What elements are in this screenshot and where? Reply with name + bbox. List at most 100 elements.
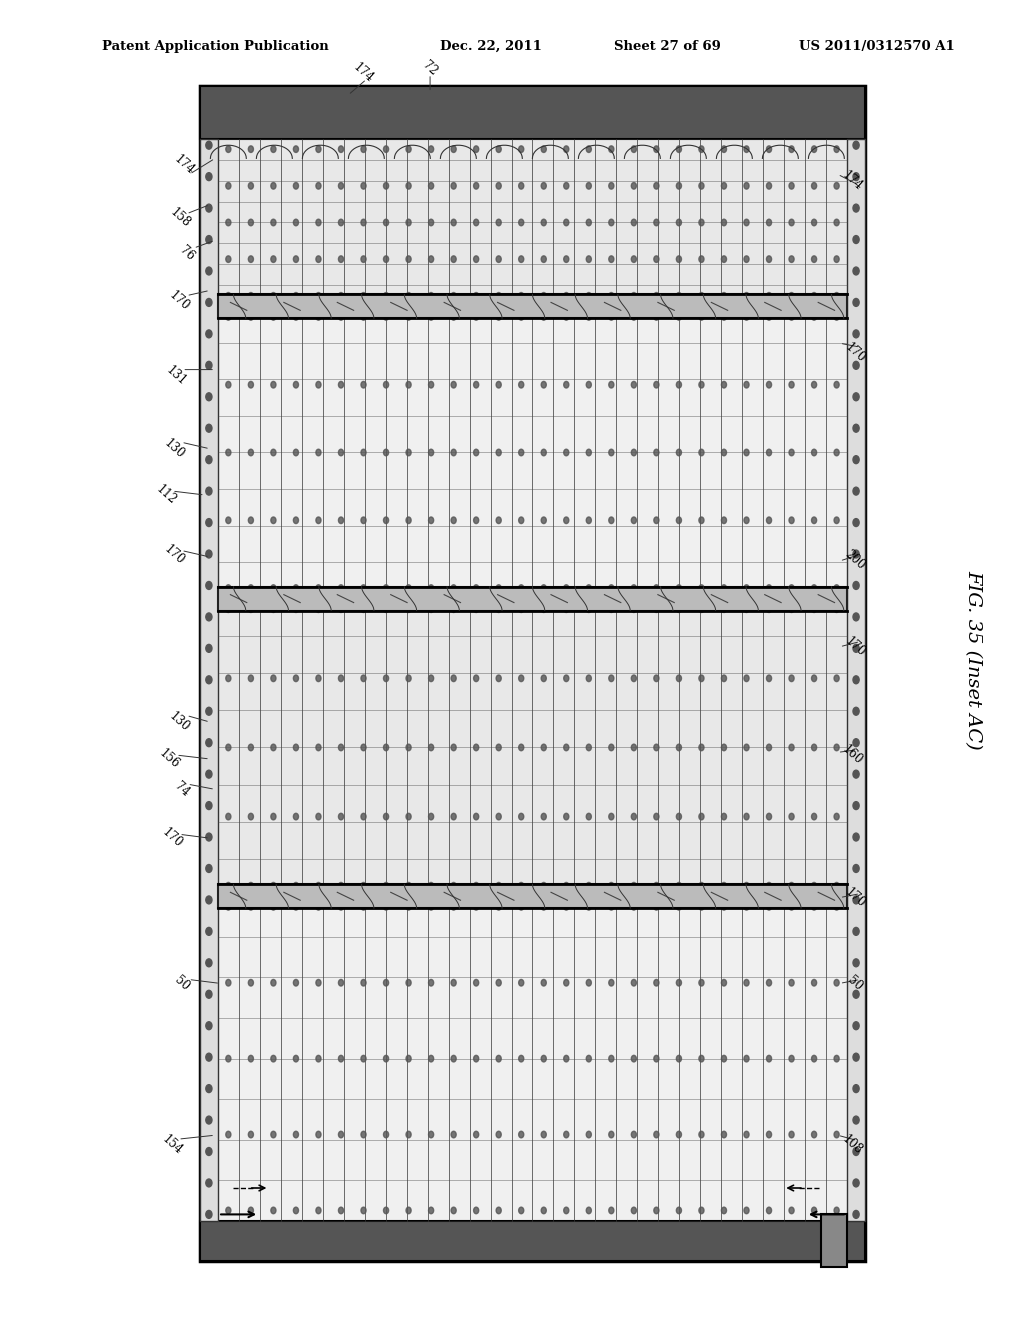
Text: 170: 170 <box>167 289 191 313</box>
Circle shape <box>338 219 343 226</box>
Circle shape <box>473 1206 479 1214</box>
Circle shape <box>788 675 795 681</box>
Circle shape <box>248 147 254 153</box>
Text: 170: 170 <box>843 886 867 909</box>
Circle shape <box>853 1117 859 1125</box>
Circle shape <box>788 1131 795 1138</box>
Circle shape <box>315 979 322 986</box>
Circle shape <box>383 147 389 153</box>
Circle shape <box>315 449 322 455</box>
Circle shape <box>270 182 276 189</box>
Circle shape <box>853 1179 859 1187</box>
Circle shape <box>248 293 254 300</box>
Circle shape <box>473 256 479 263</box>
Circle shape <box>676 449 681 455</box>
Circle shape <box>766 1131 772 1138</box>
Circle shape <box>631 882 636 890</box>
Circle shape <box>811 147 816 153</box>
Circle shape <box>766 882 772 890</box>
Circle shape <box>294 1206 299 1214</box>
Circle shape <box>542 882 547 890</box>
Circle shape <box>853 173 859 181</box>
Bar <box>847 139 865 1221</box>
Bar <box>200 86 865 139</box>
Circle shape <box>608 314 613 321</box>
Text: 112: 112 <box>154 483 178 507</box>
Circle shape <box>586 979 591 986</box>
Circle shape <box>360 744 367 751</box>
Circle shape <box>294 517 299 524</box>
Circle shape <box>811 1131 816 1138</box>
Circle shape <box>451 1055 457 1061</box>
Circle shape <box>383 1206 389 1214</box>
Circle shape <box>853 958 859 966</box>
Circle shape <box>853 362 859 370</box>
Circle shape <box>206 990 212 998</box>
Text: 154: 154 <box>160 1133 184 1156</box>
Circle shape <box>294 813 299 820</box>
Circle shape <box>721 517 726 524</box>
Circle shape <box>631 449 636 455</box>
Circle shape <box>383 1055 389 1061</box>
Circle shape <box>518 449 523 455</box>
Text: 158: 158 <box>168 206 193 230</box>
Circle shape <box>853 1085 859 1093</box>
Text: 174: 174 <box>840 169 864 193</box>
Circle shape <box>294 293 299 300</box>
Circle shape <box>631 675 636 681</box>
Circle shape <box>383 585 389 591</box>
Bar <box>218 599 847 896</box>
Circle shape <box>406 517 412 524</box>
Circle shape <box>586 1131 591 1138</box>
Circle shape <box>676 675 681 681</box>
Circle shape <box>406 1206 412 1214</box>
Circle shape <box>853 1210 859 1218</box>
Circle shape <box>428 1055 434 1061</box>
Circle shape <box>428 813 434 820</box>
Circle shape <box>406 219 412 226</box>
Circle shape <box>676 744 681 751</box>
Circle shape <box>428 449 434 455</box>
Circle shape <box>563 882 568 890</box>
Circle shape <box>270 979 276 986</box>
Circle shape <box>294 744 299 751</box>
Circle shape <box>834 813 839 820</box>
Circle shape <box>270 585 276 591</box>
Circle shape <box>563 606 568 612</box>
Circle shape <box>811 606 816 612</box>
Circle shape <box>586 219 591 226</box>
Circle shape <box>676 147 681 153</box>
Circle shape <box>518 219 523 226</box>
Circle shape <box>676 1131 681 1138</box>
Bar <box>218 586 847 610</box>
Circle shape <box>853 205 859 213</box>
Circle shape <box>834 882 839 890</box>
Circle shape <box>406 606 412 612</box>
Circle shape <box>698 813 703 820</box>
Circle shape <box>542 256 547 263</box>
Circle shape <box>676 1055 681 1061</box>
Circle shape <box>834 256 839 263</box>
Circle shape <box>518 293 523 300</box>
Circle shape <box>631 381 636 388</box>
Circle shape <box>811 813 816 820</box>
Circle shape <box>315 1206 322 1214</box>
Circle shape <box>496 293 502 300</box>
Circle shape <box>766 606 772 612</box>
Circle shape <box>586 606 591 612</box>
Circle shape <box>406 813 412 820</box>
Circle shape <box>631 585 636 591</box>
Circle shape <box>451 903 457 911</box>
Text: Dec. 22, 2011: Dec. 22, 2011 <box>440 40 542 53</box>
Text: 131: 131 <box>164 364 188 388</box>
Circle shape <box>721 813 726 820</box>
Text: 170: 170 <box>162 543 186 566</box>
Circle shape <box>451 744 457 751</box>
Circle shape <box>270 1206 276 1214</box>
Circle shape <box>360 517 367 524</box>
Circle shape <box>654 1131 659 1138</box>
Circle shape <box>294 882 299 890</box>
Circle shape <box>451 256 457 263</box>
Circle shape <box>338 813 343 820</box>
Circle shape <box>563 381 568 388</box>
